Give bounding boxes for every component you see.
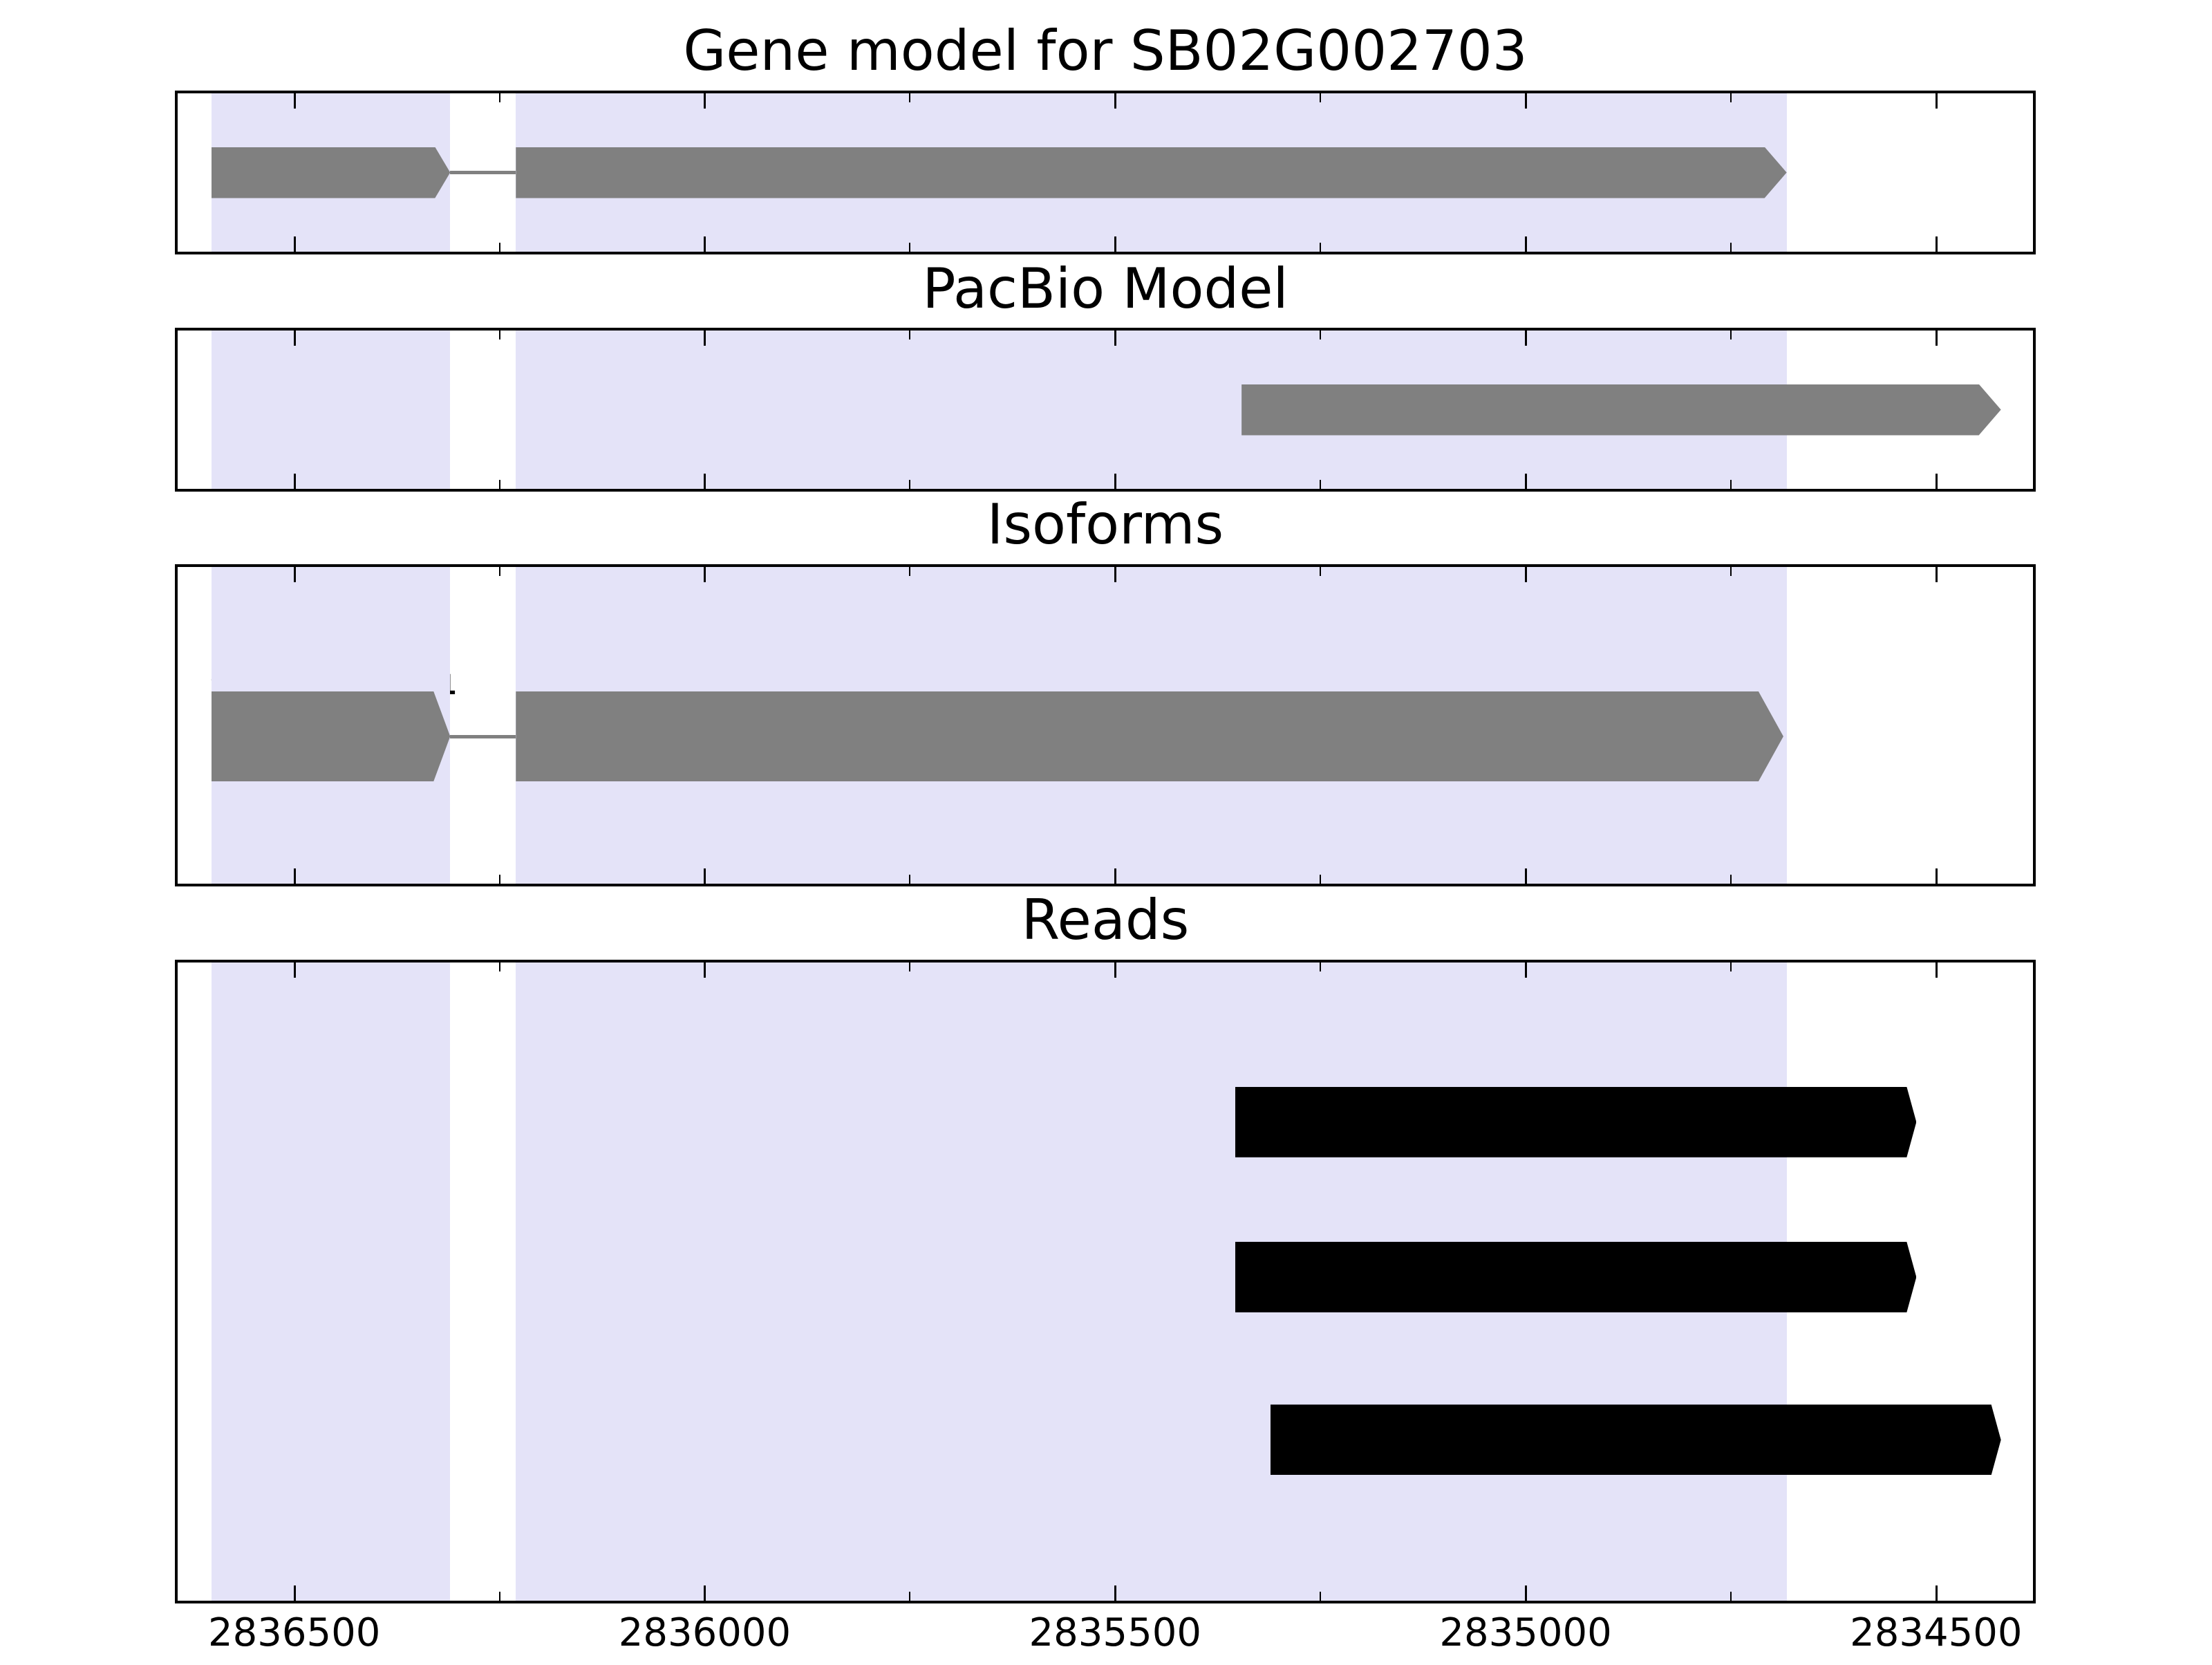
axis-major-tick xyxy=(704,93,706,109)
axis-major-tick xyxy=(293,331,296,346)
axis-major-tick xyxy=(1114,868,1117,884)
axis-minor-tick xyxy=(1730,875,1732,884)
axis-minor-tick xyxy=(1730,331,1732,339)
read-bar xyxy=(1235,1087,1917,1157)
axis-major-tick xyxy=(293,868,296,884)
axis-minor-tick xyxy=(909,567,911,576)
x-tick-label: 2834500 xyxy=(1850,1610,2023,1655)
axis-major-tick xyxy=(1525,962,1528,978)
axis-major-tick xyxy=(1525,93,1528,109)
axis-major-tick xyxy=(1114,93,1117,109)
axis-minor-tick xyxy=(1730,243,1732,252)
axis-minor-tick xyxy=(498,480,500,489)
axis-minor-tick xyxy=(1320,93,1322,102)
axis-major-tick xyxy=(293,962,296,978)
axis-major-tick xyxy=(293,1585,296,1601)
pacbio-model-panel xyxy=(175,328,2036,492)
read-bar xyxy=(1271,1404,2001,1475)
exon-highlight-region xyxy=(211,331,451,489)
axis-major-tick xyxy=(1114,236,1117,252)
axis-minor-tick xyxy=(1730,1592,1732,1601)
axis-major-tick xyxy=(293,474,296,489)
gene-exon-box xyxy=(212,147,451,198)
axis-major-tick xyxy=(1114,331,1117,346)
axis-minor-tick xyxy=(1320,243,1322,252)
axis-minor-tick xyxy=(498,1592,500,1601)
axis-minor-tick xyxy=(1320,331,1322,339)
gene-intron-line xyxy=(450,171,516,174)
isoforms-panel: SB02G002703.1 xyxy=(175,564,2036,886)
axis-major-tick xyxy=(704,236,706,252)
axis-minor-tick xyxy=(1320,567,1322,576)
gene-exon-arrow xyxy=(516,147,1786,198)
axis-major-tick xyxy=(704,331,706,346)
axis-minor-tick xyxy=(498,962,500,971)
axis-minor-tick xyxy=(1320,1592,1322,1601)
axis-major-tick xyxy=(1935,236,1938,252)
axis-minor-tick xyxy=(1730,962,1732,971)
axis-minor-tick xyxy=(909,962,911,971)
isoform-exon-box xyxy=(212,691,451,781)
reads-panel xyxy=(175,960,2036,1603)
axis-minor-tick xyxy=(909,875,911,884)
axis-major-tick xyxy=(1525,1585,1528,1601)
axis-minor-tick xyxy=(1730,480,1732,489)
axis-major-tick xyxy=(1935,1585,1938,1601)
axis-major-tick xyxy=(1525,236,1528,252)
axis-major-tick xyxy=(704,1585,706,1601)
pacbio-model-bar xyxy=(1241,384,2001,436)
isoform-intron-line xyxy=(450,734,516,738)
x-tick-label: 2836000 xyxy=(618,1610,791,1655)
gene-model-panel xyxy=(175,91,2036,254)
axis-major-tick xyxy=(1114,962,1117,978)
axis-minor-tick xyxy=(1320,962,1322,971)
gene-model-title: Gene model for SB02G002703 xyxy=(683,19,1528,83)
x-tick-label: 2835500 xyxy=(1029,1610,1201,1655)
exon-highlight-region xyxy=(211,962,451,1601)
x-axis-tick-labels: 2836500 2836000 2835500 2835000 2834500 xyxy=(0,1610,2212,1665)
axis-minor-tick xyxy=(909,331,911,339)
axis-minor-tick xyxy=(1730,567,1732,576)
isoform-exon-arrow xyxy=(516,691,1783,781)
axis-major-tick xyxy=(1935,93,1938,109)
x-tick-label: 2835000 xyxy=(1439,1610,1612,1655)
axis-minor-tick xyxy=(498,93,500,102)
read-bar xyxy=(1235,1242,1917,1312)
axis-minor-tick xyxy=(909,480,911,489)
axis-major-tick xyxy=(1114,474,1117,489)
axis-minor-tick xyxy=(498,243,500,252)
axis-major-tick xyxy=(1935,962,1938,978)
axis-major-tick xyxy=(293,567,296,582)
x-tick-label: 2836500 xyxy=(207,1610,381,1655)
axis-major-tick xyxy=(1525,868,1528,884)
axis-major-tick xyxy=(1935,331,1938,346)
axis-minor-tick xyxy=(909,93,911,102)
pacbio-model-title: PacBio Model xyxy=(922,257,1288,321)
axis-major-tick xyxy=(1525,567,1528,582)
axis-major-tick xyxy=(1114,567,1117,582)
axis-minor-tick xyxy=(909,1592,911,1601)
axis-minor-tick xyxy=(498,567,500,576)
axis-major-tick xyxy=(1935,868,1938,884)
axis-minor-tick xyxy=(498,875,500,884)
axis-major-tick xyxy=(704,474,706,489)
axis-minor-tick xyxy=(909,243,911,252)
axis-major-tick xyxy=(1114,1585,1117,1601)
axis-major-tick xyxy=(293,93,296,109)
axis-major-tick xyxy=(1525,474,1528,489)
axis-major-tick xyxy=(704,868,706,884)
axis-minor-tick xyxy=(1320,480,1322,489)
axis-minor-tick xyxy=(1320,875,1322,884)
axis-minor-tick xyxy=(1730,93,1732,102)
axis-major-tick xyxy=(704,962,706,978)
axis-major-tick xyxy=(1935,567,1938,582)
reads-title: Reads xyxy=(1021,888,1190,952)
axis-major-tick xyxy=(1525,331,1528,346)
axis-major-tick xyxy=(704,567,706,582)
axis-major-tick xyxy=(1935,474,1938,489)
axis-minor-tick xyxy=(498,331,500,339)
axis-major-tick xyxy=(293,236,296,252)
isoforms-title: Isoforms xyxy=(986,492,1224,557)
